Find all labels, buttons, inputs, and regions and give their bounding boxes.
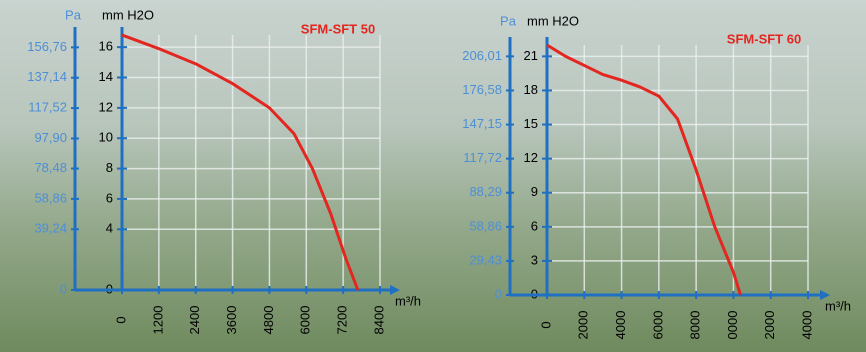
y-tick-label: 14 xyxy=(99,69,113,84)
y2-axis-label: Pa xyxy=(500,13,517,28)
y2-tick-label: 88,29 xyxy=(469,184,502,199)
y-tick-label: 16 xyxy=(99,39,113,54)
curve xyxy=(546,43,742,296)
x-tick-label: 6000 xyxy=(650,311,665,340)
x-tick-label: 8000 xyxy=(688,311,703,340)
y2-tick-label: 117,72 xyxy=(463,150,502,165)
x-tick-label: 1200 xyxy=(150,306,165,335)
y2-tick-label: 0 xyxy=(495,286,502,301)
x-tick-label: 0000 xyxy=(725,311,740,340)
y2-tick-label: 78,48 xyxy=(34,160,67,175)
y2-tick-label: 29,43 xyxy=(469,252,502,267)
y2-tick-label: 137,14 xyxy=(27,69,67,84)
y-tick-label: 15 xyxy=(524,116,538,131)
y2-tick-label: 58,86 xyxy=(34,190,67,205)
y-tick-label: 9 xyxy=(531,184,538,199)
y2-tick-label: 0 xyxy=(60,281,67,296)
x-tick-label: 7200 xyxy=(335,306,350,335)
x-tick-label: 4000 xyxy=(613,311,628,340)
y2-tick-label: 97,90 xyxy=(34,130,67,145)
x-tick-label: 6000 xyxy=(298,306,313,335)
x-tick-label: 0 xyxy=(538,321,553,328)
y-tick-label: 12 xyxy=(99,99,113,114)
x-tick-label: 2400 xyxy=(187,306,202,335)
x-axis-label: m³/h xyxy=(825,298,851,313)
y-tick-label: 4 xyxy=(106,221,113,236)
x-tick-label: 3600 xyxy=(224,306,239,335)
y-tick-label: 6 xyxy=(106,190,113,205)
y2-tick-label: 58,86 xyxy=(469,218,502,233)
x-axis-arrow xyxy=(390,285,400,295)
y-tick-label: 6 xyxy=(531,218,538,233)
y-tick-label: 18 xyxy=(524,82,538,97)
chart-title: SFM-SFT 50 xyxy=(301,21,375,36)
y2-tick-label: 117,52 xyxy=(28,100,67,115)
x-tick-label: 8400 xyxy=(371,306,386,335)
x-axis-arrow xyxy=(820,290,830,300)
y-tick-label: 12 xyxy=(524,150,538,165)
curve xyxy=(121,33,360,291)
x-tick-label: 2000 xyxy=(576,311,591,340)
y-tick-label: 21 xyxy=(524,48,538,63)
y2-tick-label: 39,24 xyxy=(34,221,67,236)
y-tick-label: 8 xyxy=(106,160,113,175)
y2-tick-label: 206,01 xyxy=(462,48,502,63)
x-tick-label: 4800 xyxy=(261,306,276,335)
y-axis-label: mm H2O xyxy=(527,13,579,28)
x-axis-label: m³/h xyxy=(395,293,421,308)
y-tick-label: 10 xyxy=(99,130,113,145)
y2-axis-label: Pa xyxy=(65,7,82,22)
x-tick-label: 4000 xyxy=(799,311,814,340)
y2-tick-label: 156,76 xyxy=(27,39,67,54)
x-tick-label: 2000 xyxy=(762,311,777,340)
y2-tick-label: 176,58 xyxy=(462,82,502,97)
y-tick-label: 3 xyxy=(531,252,538,267)
y-axis-label: mm H2O xyxy=(102,7,154,22)
y2-tick-label: 147,15 xyxy=(462,116,502,131)
x-tick-label: 0 xyxy=(113,316,128,323)
chart-title: SFM-SFT 60 xyxy=(727,31,801,46)
